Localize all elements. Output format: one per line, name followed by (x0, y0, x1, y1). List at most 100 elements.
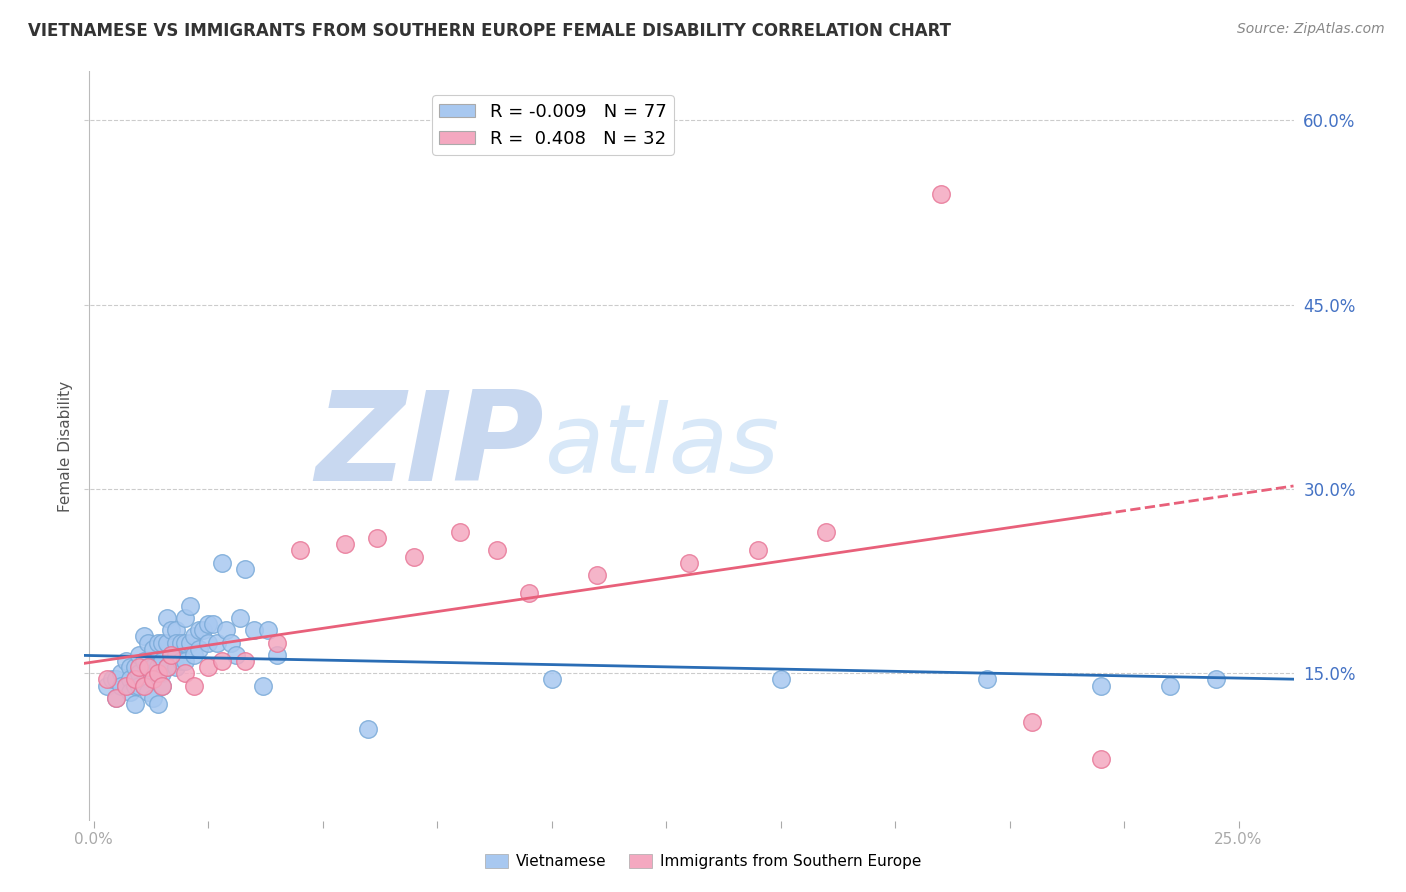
Text: Source: ZipAtlas.com: Source: ZipAtlas.com (1237, 22, 1385, 37)
Point (357, 722, 380, 736)
Point (540, 673, 562, 687)
Point (128, 648, 150, 662)
Point (132, 629, 155, 643)
Point (183, 648, 205, 662)
Point (165, 624, 187, 638)
Point (142, 673, 165, 687)
Point (215, 624, 238, 638)
Point (769, 673, 792, 687)
Point (174, 654, 197, 668)
Point (252, 679, 274, 693)
Point (160, 624, 183, 638)
Point (266, 635, 288, 649)
Point (146, 666, 169, 681)
Point (165, 648, 187, 662)
Point (288, 543, 311, 558)
Point (815, 524, 838, 539)
Text: VIETNAMESE VS IMMIGRANTS FROM SOUTHERN EUROPE FEMALE DISABILITY CORRELATION CHAR: VIETNAMESE VS IMMIGRANTS FROM SOUTHERN E… (28, 22, 950, 40)
Point (197, 660, 219, 674)
Point (335, 537, 357, 551)
Point (114, 654, 136, 668)
Point (174, 666, 197, 681)
Point (146, 635, 169, 649)
Point (120, 660, 142, 674)
Point (1090, 752, 1112, 766)
Point (150, 635, 173, 649)
Point (105, 690, 128, 705)
Point (124, 660, 146, 674)
Point (174, 635, 197, 649)
Point (156, 635, 179, 649)
Point (517, 586, 540, 600)
Point (156, 660, 179, 674)
Point (150, 679, 173, 693)
Point (211, 654, 233, 668)
Point (156, 611, 179, 625)
Point (120, 684, 142, 698)
Point (142, 660, 165, 674)
Point (586, 568, 609, 582)
Point (266, 648, 288, 662)
Point (233, 562, 256, 576)
Point (211, 556, 233, 570)
Point (138, 660, 160, 674)
Text: atlas: atlas (544, 400, 779, 492)
Point (150, 654, 173, 668)
Point (229, 611, 252, 625)
Point (110, 666, 132, 681)
Point (165, 635, 187, 649)
Point (150, 666, 173, 681)
Point (124, 697, 146, 711)
Point (205, 635, 228, 649)
Point (256, 624, 278, 638)
Point (1159, 679, 1181, 693)
Point (160, 648, 183, 662)
Point (124, 679, 146, 693)
Point (187, 641, 209, 656)
Point (187, 624, 209, 638)
Point (132, 679, 155, 693)
Y-axis label: Female Disability: Female Disability (58, 380, 73, 512)
Point (120, 673, 142, 687)
Point (124, 673, 146, 687)
Point (183, 679, 205, 693)
Point (193, 624, 215, 638)
Legend: Vietnamese, Immigrants from Southern Europe: Vietnamese, Immigrants from Southern Eur… (479, 848, 927, 875)
Point (243, 624, 266, 638)
Point (169, 654, 191, 668)
Point (138, 635, 160, 649)
Text: ZIP: ZIP (315, 385, 544, 507)
Point (156, 660, 179, 674)
Point (169, 635, 191, 649)
Point (197, 617, 219, 632)
Point (150, 679, 173, 693)
Point (165, 660, 187, 674)
Point (225, 648, 247, 662)
Point (219, 635, 242, 649)
Point (233, 654, 256, 668)
Point (404, 549, 426, 564)
Point (132, 679, 155, 693)
Point (929, 187, 952, 202)
Point (138, 684, 160, 698)
Point (449, 524, 471, 539)
Point (174, 611, 197, 625)
Point (1021, 715, 1043, 730)
Point (485, 543, 508, 558)
Point (146, 697, 169, 711)
Point (128, 660, 150, 674)
Point (179, 599, 201, 613)
Point (96, 673, 118, 687)
Legend: R = -0.009   N = 77, R =  0.408   N = 32: R = -0.009 N = 77, R = 0.408 N = 32 (432, 95, 673, 155)
Point (138, 673, 160, 687)
Point (101, 673, 124, 687)
Point (183, 629, 205, 643)
Point (114, 679, 136, 693)
Point (105, 673, 128, 687)
Point (105, 690, 128, 705)
Point (114, 679, 136, 693)
Point (138, 660, 160, 674)
Point (160, 648, 183, 662)
Point (1205, 673, 1227, 687)
Point (132, 654, 155, 668)
